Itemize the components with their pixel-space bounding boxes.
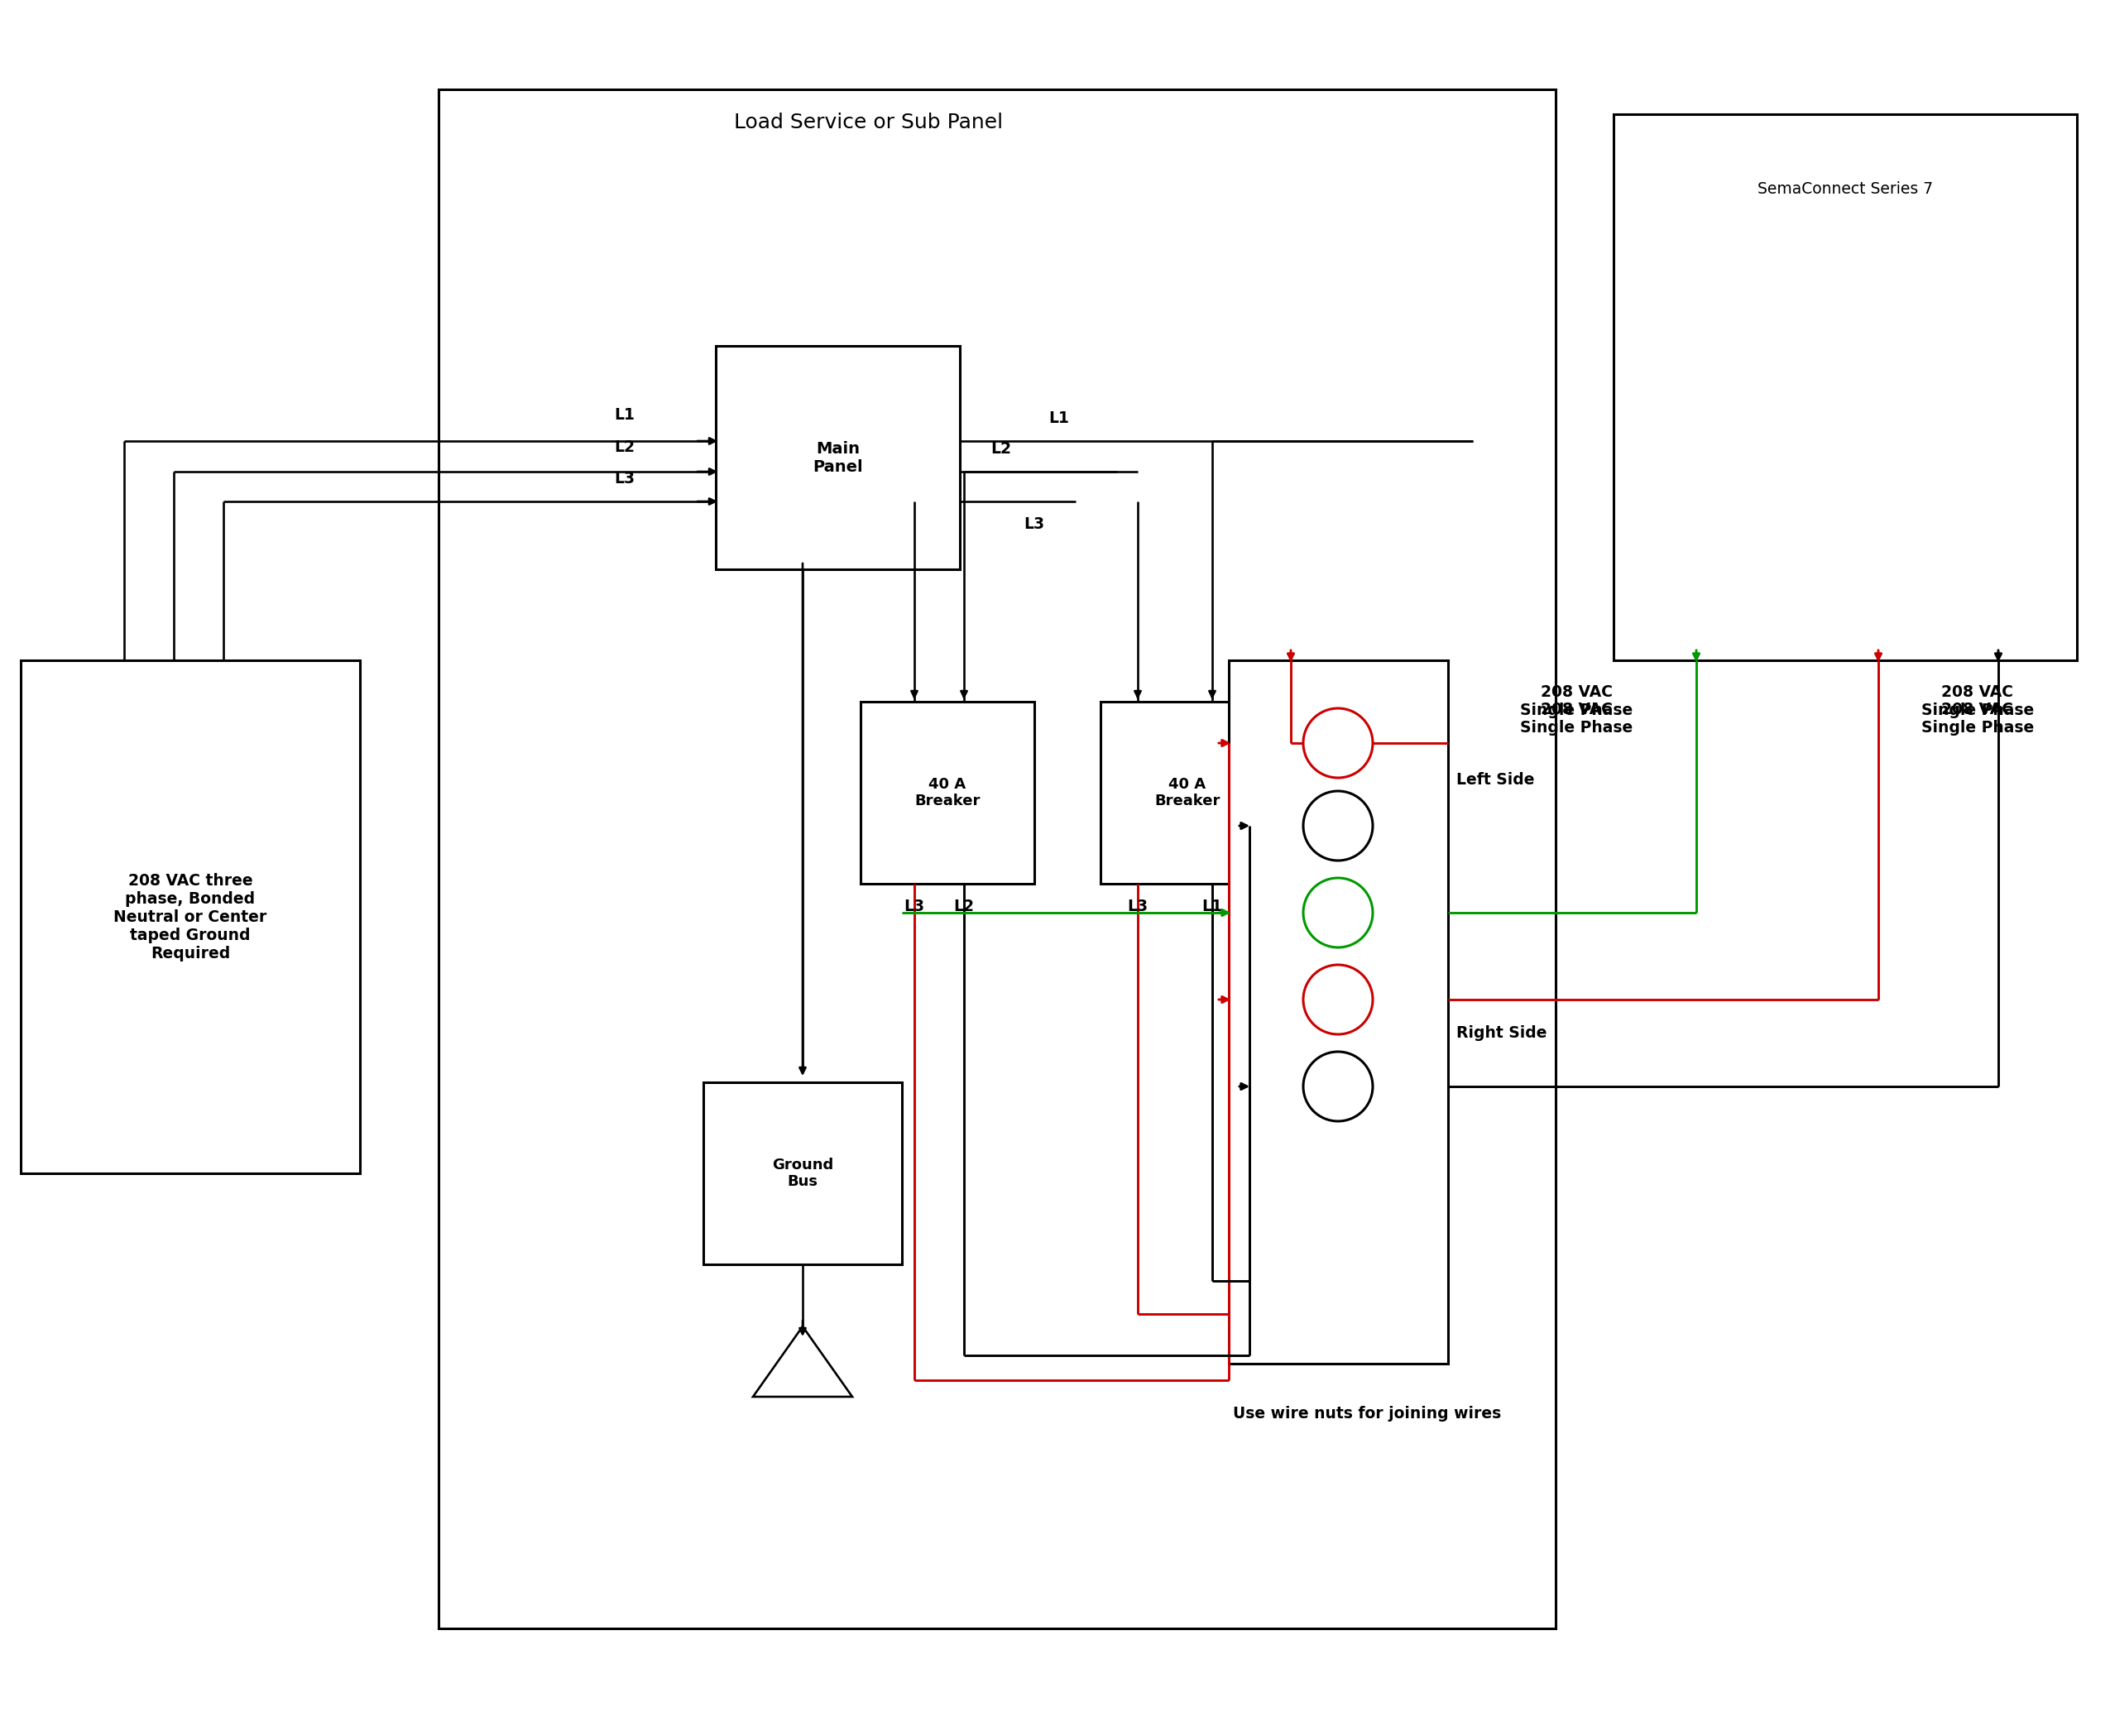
Text: L2: L2: [954, 899, 975, 915]
Circle shape: [1304, 878, 1374, 948]
Text: 208 VAC three
phase, Bonded
Neutral or Center
taped Ground
Required: 208 VAC three phase, Bonded Neutral or C…: [114, 873, 268, 962]
Bar: [703, 1082, 901, 1264]
Bar: [439, 89, 1555, 1628]
Text: 208 VAC
Single Phase: 208 VAC Single Phase: [1922, 684, 2034, 719]
Text: L2: L2: [614, 439, 635, 455]
Text: 208 VAC
Single Phase: 208 VAC Single Phase: [1519, 684, 1633, 719]
Circle shape: [1304, 965, 1374, 1035]
Bar: [21, 660, 361, 1174]
Text: 208 VAC
Single Phase: 208 VAC Single Phase: [1922, 701, 2034, 736]
Text: L1: L1: [1049, 410, 1070, 425]
Bar: [715, 345, 960, 569]
Text: L3: L3: [1023, 516, 1044, 531]
Text: L2: L2: [992, 441, 1011, 457]
Bar: [1101, 701, 1274, 884]
Text: Main
Panel: Main Panel: [812, 441, 863, 474]
Bar: [1614, 115, 2076, 660]
Bar: [861, 701, 1034, 884]
Text: Right Side: Right Side: [1456, 1024, 1547, 1040]
Text: SemaConnect Series 7: SemaConnect Series 7: [1758, 181, 1933, 196]
Bar: [1228, 660, 1447, 1364]
Circle shape: [1304, 792, 1374, 861]
Text: Use wire nuts for joining wires: Use wire nuts for joining wires: [1232, 1406, 1500, 1422]
Text: Left Side: Left Side: [1456, 773, 1534, 788]
Circle shape: [1304, 708, 1374, 778]
Text: 208 VAC
Single Phase: 208 VAC Single Phase: [1519, 701, 1633, 736]
Text: 40 A
Breaker: 40 A Breaker: [1154, 776, 1220, 809]
Text: Ground
Bus: Ground Bus: [772, 1158, 833, 1189]
Text: L3: L3: [903, 899, 924, 915]
Text: Load Service or Sub Panel: Load Service or Sub Panel: [734, 113, 1004, 132]
Circle shape: [1304, 1052, 1374, 1121]
Text: L1: L1: [1203, 899, 1222, 915]
Text: L1: L1: [614, 408, 635, 424]
Text: 40 A
Breaker: 40 A Breaker: [914, 776, 981, 809]
Text: L3: L3: [1127, 899, 1148, 915]
Text: L3: L3: [614, 470, 635, 486]
